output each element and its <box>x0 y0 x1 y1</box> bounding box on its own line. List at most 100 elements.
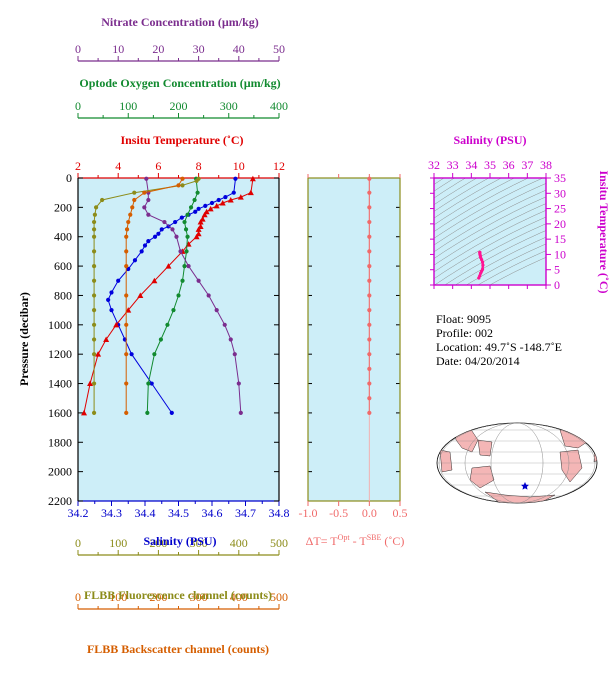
delta-t-plot-background <box>308 178 400 501</box>
temperature-series-point <box>165 263 172 269</box>
delta-t-tick-label: 0.5 <box>393 506 408 520</box>
ts-temperature-tick-label: 0 <box>554 278 560 292</box>
ts-temperature-tick-label: 20 <box>554 217 566 231</box>
salinity-tick-label: 34.7 <box>235 506 256 520</box>
nitrate-series-point <box>170 227 175 232</box>
salinity-series-point <box>216 197 221 203</box>
salinity-tick-label: 34.6 <box>202 506 223 520</box>
delta_t-series-point <box>367 293 372 298</box>
backscatter-series-point <box>124 249 129 254</box>
delta_t-series-point <box>367 308 372 313</box>
nitrate-series-point <box>214 308 219 313</box>
info-profile: Profile: 002 <box>436 326 493 340</box>
salinity-series-point <box>193 209 198 214</box>
salinity-series-point <box>173 219 178 225</box>
ts-salinity-tick-label: 37 <box>521 158 533 172</box>
salinity-series-point <box>109 290 114 295</box>
fluorescence-series-point <box>91 352 97 357</box>
temperature-series-point <box>219 199 226 206</box>
backscatter-tick-label: 400 <box>230 590 248 604</box>
ts-temperature-axis-label: Insitu Temperature (˚C) <box>597 170 611 293</box>
ts-series-point <box>481 263 485 267</box>
info-location: Location: 49.7˚S -148.7˚E <box>436 340 562 354</box>
temperature-series-point <box>87 380 94 387</box>
ts-isopycnal <box>434 178 502 219</box>
map-meridian <box>464 423 570 503</box>
nitrate-series-point <box>186 263 191 269</box>
ts-salinity-tick-label: 36 <box>503 158 515 172</box>
ts-series-point <box>478 274 482 278</box>
series-layer <box>81 175 485 416</box>
backscatter-series-point <box>124 410 129 416</box>
float-location-star <box>521 482 529 490</box>
salinity-series-point <box>169 410 174 416</box>
fluorescence-series-point <box>92 212 97 217</box>
nitrate-series-point <box>174 234 179 239</box>
backscatter-tick-label: 0 <box>75 590 81 604</box>
salinity-series-point <box>139 249 144 254</box>
ts-salinity-tick-label: 35 <box>484 158 496 172</box>
fluorescence-series-point <box>91 263 97 269</box>
ts-isopycnal <box>434 210 546 273</box>
salinity-series-point <box>109 308 114 313</box>
oxygen-series-point <box>185 234 190 239</box>
salinity-series-point <box>233 176 238 181</box>
pressure-tick-label: 1600 <box>48 406 72 420</box>
delta_t-series-point <box>367 396 372 401</box>
pressure-tick-label: 600 <box>54 259 72 273</box>
fluorescence-tick-label: 500 <box>270 536 288 550</box>
ts-isopycnal <box>434 196 546 259</box>
fluorescence-tick-label: 200 <box>149 536 167 550</box>
fluorescence-series-point <box>91 219 97 225</box>
pressure-tick-label: 2000 <box>48 465 72 479</box>
delta_t-series-point <box>367 352 372 357</box>
ts-temperature-tick-label: 25 <box>554 202 566 216</box>
temperature-series-point <box>247 189 254 196</box>
fluorescence-series-point <box>194 178 199 184</box>
oxygen-series-point <box>171 308 176 313</box>
nitrate-series-point <box>236 381 241 386</box>
salinity-series-point <box>142 243 148 248</box>
ts-isopycnal <box>434 178 490 212</box>
fluorescence-series-point <box>91 278 97 283</box>
info-date: Date: 04/20/2014 <box>436 354 520 368</box>
delta_t-series-point <box>367 322 372 327</box>
ts-isopycnal <box>434 178 515 226</box>
temperature-tick-label: 6 <box>155 159 161 173</box>
delta_t-series-point <box>367 366 372 371</box>
oxygen-series-point <box>182 219 187 225</box>
ts-isopycnal <box>434 183 546 246</box>
delta_t-series-point <box>367 176 372 181</box>
nitrate-series-point <box>178 249 183 254</box>
ts-temperature-tick-label: 10 <box>554 247 566 261</box>
oxygen-axis-label: Optode Oxygen Concentration (µm/kg) <box>79 76 280 90</box>
delta_t-series-point <box>367 219 372 225</box>
salinity-series-point <box>203 203 208 208</box>
backscatter-series-point <box>128 212 133 217</box>
oxygen-series-point <box>146 381 151 386</box>
fluorescence-tick-label: 100 <box>109 536 127 550</box>
info-float: Float: 9095 <box>436 312 492 326</box>
pressure-tick-label: 0 <box>66 171 72 185</box>
nitrate-series-point <box>142 205 147 210</box>
backscatter-series-point <box>124 381 129 386</box>
oxygen-series-point <box>192 197 197 203</box>
oxygen-series-point <box>176 293 181 298</box>
salinity-tick-label: 34.8 <box>269 506 290 520</box>
map-meridian <box>490 423 544 503</box>
fluorescence-series-point <box>91 308 97 313</box>
salinity-series-point <box>126 266 131 272</box>
oxygen-series-point <box>158 337 164 342</box>
salinity-series-point <box>129 352 134 357</box>
ts-isopycnal <box>434 178 478 205</box>
delta_t-series-point <box>367 249 372 254</box>
delta_t-series-point <box>367 234 372 239</box>
ts-isopycnal <box>434 216 546 279</box>
temperature-tick-label: 12 <box>273 159 285 173</box>
pressure-tick-label: 2200 <box>48 494 72 508</box>
nitrate-series-point <box>196 278 201 283</box>
fluorescence-series-point <box>91 322 97 327</box>
oxygen-series-point <box>180 278 185 283</box>
salinity-tick-label: 34.5 <box>168 506 189 520</box>
